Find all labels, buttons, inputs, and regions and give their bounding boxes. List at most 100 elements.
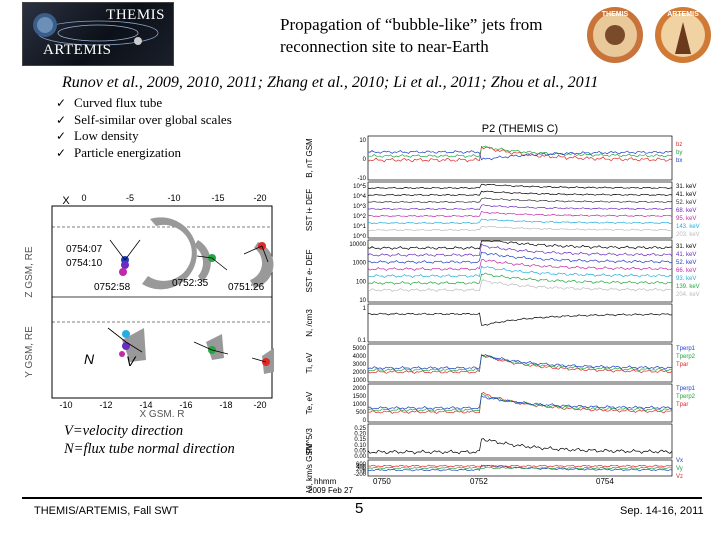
arrow-line xyxy=(251,357,267,363)
b-legend-item: by xyxy=(676,150,682,156)
time-tick: 0754 xyxy=(596,477,614,486)
panel-frame xyxy=(367,423,673,459)
ion-legend-item: 52. keV xyxy=(676,200,696,206)
panel-label: Ti, eV xyxy=(305,352,314,373)
y-axis-upper-label: Z GSM, RE xyxy=(24,246,35,297)
slide-title: Propagation of “bubble-like” jets from r… xyxy=(280,15,543,56)
top-tick: 0 xyxy=(81,193,86,203)
electron-legend-item: 31. keV xyxy=(676,244,696,250)
arrow-line xyxy=(211,349,229,355)
time-axis-label: hhmm xyxy=(314,477,337,486)
series-line xyxy=(367,265,673,278)
panel-frame xyxy=(367,135,673,181)
bottom-tick: -16 xyxy=(179,400,192,410)
series-line xyxy=(367,150,673,161)
series-line xyxy=(367,251,673,264)
checkmark-icon: ✓ xyxy=(56,112,67,127)
ion-legend-item: 95. keV xyxy=(676,216,696,222)
time-label: 0752:58 xyxy=(94,282,131,293)
b-legend-item: bz xyxy=(676,142,682,148)
v-legend-item: Vz xyxy=(676,474,683,480)
y-tick: 10^4 xyxy=(353,194,366,200)
bubble-shape-5 xyxy=(206,334,224,360)
panel-label: B, nT GSM xyxy=(305,138,314,178)
top-tick: -15 xyxy=(211,193,224,203)
series-line xyxy=(367,183,673,190)
series-line xyxy=(367,279,673,292)
y-tick: 5000 xyxy=(353,346,367,352)
y-tick: 0.1 xyxy=(358,338,367,344)
series-line xyxy=(367,204,673,211)
themis-patch-icon: THEMIS xyxy=(587,7,643,63)
panel-frame xyxy=(367,459,673,477)
y-tick: 0.20 xyxy=(354,432,366,438)
bullet-list: ✓ Curved flux tube ✓ Self-similar over glo… xyxy=(56,95,232,161)
y-tick: 10^5 xyxy=(353,184,366,190)
logo-top-text: THEMIS xyxy=(106,7,165,23)
v-legend-item: Vy xyxy=(676,466,683,472)
time-label: 0754:10 xyxy=(66,258,103,269)
y-tick: 0.00 xyxy=(354,454,366,460)
orbit-graphic xyxy=(33,13,159,46)
list-item: ✓ Curved flux tube xyxy=(56,95,232,112)
themis-timeseries-figure: P2 (THEMIS C) B, nT GSM 10 0 -10 SST i+ DEF 1… xyxy=(300,122,700,497)
arrow-line xyxy=(107,327,127,343)
series-line xyxy=(367,259,673,271)
list-item: ✓ Self-similar over global scales xyxy=(56,112,232,129)
bubble-geometry-svg: 0 -5 -10 -15 -20 X Z GSM, RE Y GSM, RE xyxy=(24,193,274,420)
b-legend-item: bx xyxy=(676,158,682,164)
y-tick: 10000 xyxy=(349,242,366,248)
ion-legend-item: 203. keV xyxy=(676,232,700,238)
te-legend-item: Tperp1 xyxy=(676,386,696,392)
probe-marker-cyan xyxy=(122,330,130,338)
y-tick: 200 xyxy=(356,467,367,473)
bottom-tick: -20 xyxy=(253,400,266,410)
series-line xyxy=(367,210,673,218)
themis-patch-label: THEMIS xyxy=(602,11,629,18)
bullet-text: Particle energization xyxy=(74,144,181,160)
bubble-shape-1 xyxy=(142,217,197,290)
panel-frame xyxy=(367,239,673,303)
y-tick: 0 xyxy=(363,418,367,424)
mission-logos: THEMIS ARTEMIS xyxy=(585,4,715,66)
arrow-line xyxy=(243,245,263,255)
y-tick: 1000 xyxy=(353,402,367,408)
list-item: ✓ Low density xyxy=(56,128,232,145)
series-line xyxy=(367,145,673,163)
electron-legend-item: 66. keV xyxy=(676,268,696,274)
bottom-tick: -10 xyxy=(59,400,72,410)
y-tick: 0.10 xyxy=(354,443,366,449)
te-legend-item: Tpar xyxy=(676,402,688,408)
series-line xyxy=(367,243,673,257)
bubble-shape-3 xyxy=(250,242,274,288)
authors-line: Runov et al., 2009, 2010, 2011; Zhang et… xyxy=(62,74,599,91)
y-tick: 0.15 xyxy=(354,437,366,443)
bullet-text: Self-similar over global scales xyxy=(74,111,232,127)
mission-patches: THEMIS ARTEMIS xyxy=(587,7,711,63)
ion-legend-item: 41. keV xyxy=(676,192,696,198)
ion-legend-item: 143. keV xyxy=(676,224,700,230)
checkmark-icon: ✓ xyxy=(56,129,67,143)
probe-marker-purple xyxy=(122,342,130,350)
arrow-line xyxy=(109,239,126,261)
series-line xyxy=(367,312,673,326)
series-line xyxy=(367,225,673,232)
y-tick: 2000 xyxy=(353,386,367,392)
panel-label: Vi, km/s GSM xyxy=(305,443,314,492)
electron-legend-item: 204. keV xyxy=(676,292,700,298)
ti-legend-item: Tpar xyxy=(676,362,688,368)
artemis-patch-label: ARTEMIS xyxy=(667,11,699,18)
bottom-axis-label: X GSM, R xyxy=(139,409,184,417)
panel-label: SST e- DEF xyxy=(305,249,314,292)
arrow-label-v: V xyxy=(126,353,137,369)
list-item: ✓ Particle energization xyxy=(56,145,232,162)
y-tick: 1000 xyxy=(353,378,367,384)
y-tick: 10 xyxy=(359,138,366,144)
probe-marker-magenta xyxy=(119,351,125,357)
y-tick: 10 xyxy=(359,298,366,304)
logo-bottom-text: ARTEMIS xyxy=(43,42,112,58)
panel-label: N, /cm3 xyxy=(305,309,314,337)
electron-legend-item: 41. keV xyxy=(676,252,696,258)
panel-frame xyxy=(367,303,673,343)
